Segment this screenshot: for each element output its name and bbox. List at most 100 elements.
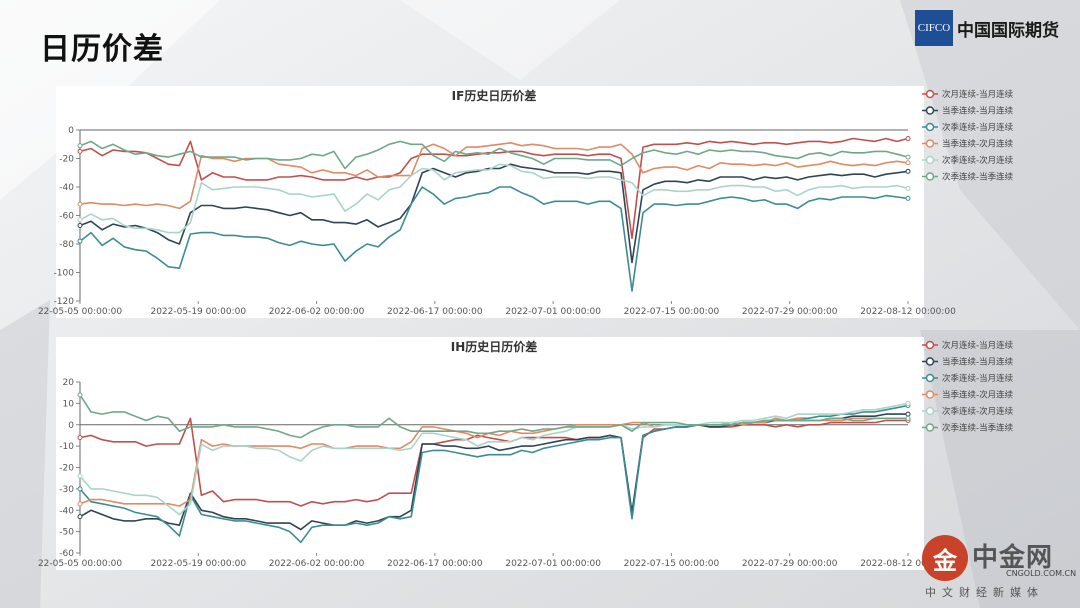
x-tick-label: 2022-07-01 00:00:00: [505, 307, 601, 317]
y-tick-label: 20: [63, 378, 75, 388]
chart-title: IH历史日历价差: [451, 339, 538, 354]
series-start-point: [77, 486, 83, 492]
x-tick-label: 2022-07-29 00:00:00: [742, 307, 838, 317]
y-tick-label: -120: [54, 297, 75, 307]
y-tick-label: -40: [59, 183, 74, 193]
legend-label: 次月连续-当月连续: [942, 340, 1014, 351]
company-name: 中国国际期货: [957, 20, 1059, 41]
x-tick-label: 2022-07-15 00:00:00: [624, 559, 720, 569]
x-tick-label: 22-05-05 00:00:00: [38, 559, 122, 569]
y-tick-label: -40: [59, 506, 74, 516]
legend-item[interactable]: 次季连续-当月连续: [922, 122, 1014, 133]
series-line: [79, 402, 909, 516]
series-start-point: [77, 435, 83, 441]
x-tick-label: 2022-07-01 00:00:00: [505, 559, 601, 569]
series-line: [79, 140, 909, 170]
y-tick-label: 10: [63, 399, 75, 409]
legend-label: 当季连续-次月连续: [942, 139, 1014, 150]
legend-swatch-marker: [925, 406, 935, 416]
series-end-point: [905, 185, 911, 191]
series-line: [79, 163, 909, 234]
x-tick-label: 2022-06-17 00:00:00: [387, 559, 483, 569]
y-tick-label: -80: [59, 240, 74, 250]
series-end-point: [905, 400, 911, 406]
series-start-point: [77, 238, 83, 244]
y-tick-label: -50: [59, 528, 74, 538]
legend-swatch-marker: [925, 340, 935, 350]
series-start-point: [77, 514, 83, 520]
x-tick-label: 2022-08-12 00:00:00: [860, 559, 956, 569]
chart-svg: IH历史日历价差 20 10 0 -10 -20 -30 -40 -50 -6022-05-05 …: [38, 339, 1014, 569]
legend-item[interactable]: 次月连续-当月连续: [922, 340, 1014, 351]
y-tick-label: -60: [59, 212, 74, 222]
series-end-point: [905, 136, 911, 142]
legend-item[interactable]: 次季连续-当月连续: [922, 373, 1014, 384]
legend-item[interactable]: 当季连续-次月连续: [922, 390, 1014, 401]
series-line: [79, 413, 908, 531]
legend-item[interactable]: 次季连续-次月连续: [922, 155, 1014, 166]
legend-swatch-marker: [925, 390, 935, 399]
series-start-point: [77, 392, 83, 398]
series-start-point: [77, 217, 83, 223]
series-line: [79, 137, 909, 240]
legend-item[interactable]: 当季连续-次月连续: [922, 139, 1014, 150]
legend-label: 次月连续-当月连续: [942, 89, 1014, 100]
series-end-point: [905, 160, 911, 166]
y-tick-label: -100: [54, 269, 75, 279]
legend-item[interactable]: 当季连续-当月连续: [922, 357, 1014, 368]
series-line: [79, 394, 908, 439]
x-tick-label: 2022-05-19 00:00:00: [150, 307, 246, 317]
legend-label: 次季连续-当季连续: [942, 172, 1014, 183]
legend-label: 次季连续-当月连续: [942, 122, 1014, 133]
legend-swatch-marker: [925, 423, 935, 432]
x-tick-label: 2022-07-29 00:00:00: [742, 559, 838, 569]
x-tick-label: 2022-06-17 00:00:00: [387, 307, 483, 317]
legend-label: 次季连续-次月连续: [942, 406, 1014, 417]
x-tick-label: 22-05-05 00:00:00: [38, 307, 122, 317]
legend-swatch-marker: [925, 122, 935, 132]
cngold-logo-icon: 金: [922, 535, 968, 581]
legend-swatch-marker: [925, 139, 935, 148]
x-tick-label: 2022-07-15 00:00:00: [624, 307, 720, 317]
series-line: [79, 141, 909, 210]
series-end-point: [905, 411, 911, 417]
watermark-name: 中金网: [972, 543, 1054, 573]
legend-swatch-marker: [925, 172, 935, 181]
series-end-point: [905, 415, 911, 421]
x-tick-label: 2022-06-02 00:00:00: [269, 307, 365, 317]
y-tick-label: -10: [59, 442, 74, 452]
page-title: 日历价差: [40, 32, 164, 67]
y-tick-label: -60: [59, 549, 74, 559]
series-line: [79, 417, 908, 516]
y-tick-label: 0: [68, 421, 74, 431]
series-start-point: [77, 143, 83, 149]
legend-swatch-marker: [925, 89, 935, 99]
y-tick-label: 0: [68, 126, 74, 136]
x-tick-label: 2022-05-19 00:00:00: [150, 559, 246, 569]
cifco-logo-icon: CIFCO: [915, 10, 953, 46]
y-tick-label: -30: [59, 485, 74, 495]
ih-chart-panel: IH历史日历价差 20 10 0 -10 -20 -30 -40 -50 -60 22-05-05 …: [38, 337, 1014, 570]
watermark-subtitle: 中文财经新媒体: [925, 586, 1044, 599]
legend-item[interactable]: 次季连续-当季连续: [922, 423, 1014, 434]
legend-swatch-marker: [925, 357, 935, 366]
legend-swatch-marker: [925, 106, 935, 115]
x-tick-label: 2022-08-12 00:00:00: [860, 307, 956, 317]
y-tick-label: -20: [59, 464, 74, 474]
legend-item[interactable]: 次月连续-当月连续: [922, 89, 1014, 100]
company-logo: CIFCO 中国国际期货: [915, 10, 1059, 46]
series-start-point: [77, 473, 83, 479]
legend-item[interactable]: 次季连续-当季连续: [922, 172, 1014, 183]
series-end-point: [905, 168, 911, 174]
legend-item[interactable]: 当季连续-当月连续: [922, 106, 1014, 117]
y-tick-label: -20: [59, 155, 74, 165]
legend-label: 次季连续-当月连续: [942, 373, 1014, 384]
chart-title: IF历史日历价差: [452, 88, 537, 103]
if-chart-panel: IF历史日历价差 0 -20 -40 -60 -80 -100 -120 22-05-05 00…: [38, 86, 1014, 318]
legend-item[interactable]: 次季连续-次月连续: [922, 406, 1014, 417]
cngold-watermark: 金 中金网 CNGOLD.COM.CN 中文财经新媒体: [922, 535, 1076, 605]
watermark-url: CNGOLD.COM.CN: [1006, 569, 1077, 578]
legend-label: 当季连续-次月连续: [942, 390, 1014, 401]
legend-label: 次季连续-当季连续: [942, 423, 1014, 434]
